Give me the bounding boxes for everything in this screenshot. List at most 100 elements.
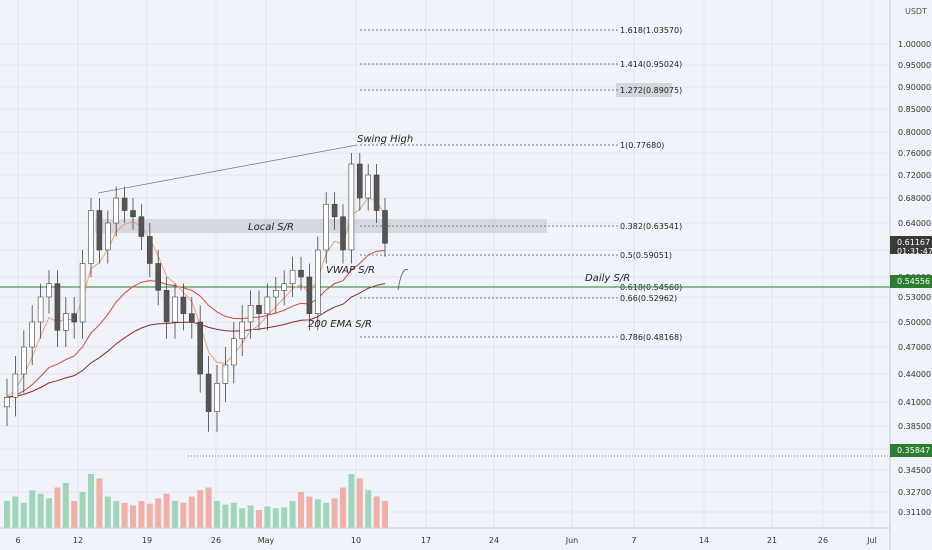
volume-bar [4, 501, 10, 528]
volume-bar [71, 501, 78, 528]
grid-lines [0, 0, 890, 528]
volume-bar [12, 496, 19, 528]
volume-bar [96, 478, 103, 528]
volume-bar [382, 501, 388, 528]
moving-average-line [6, 250, 386, 398]
volume-bars [4, 474, 388, 528]
candle-body [62, 313, 69, 331]
time-tick-label: 21 [767, 536, 777, 545]
volume-bar [138, 501, 145, 528]
volume-bar [20, 502, 27, 528]
candle-body [214, 383, 220, 412]
time-tick-label: Jul [866, 536, 877, 545]
candle-body [365, 174, 372, 199]
fib-level-label: 0.5(0.59051) [620, 251, 672, 260]
price-tick-label: 0.90000 [898, 83, 931, 92]
volume-bar [230, 502, 237, 528]
time-tick-label: May [258, 536, 275, 545]
candle-body [105, 222, 111, 251]
candle-body [88, 210, 94, 264]
volume-bar [37, 493, 44, 528]
volume-bar [264, 506, 271, 528]
time-tick-label: 26 [211, 536, 221, 545]
volume-bar [348, 474, 355, 528]
last-price-tag-text: 01:31:47 [897, 247, 932, 256]
volume-bar [88, 474, 94, 528]
volume-bar [373, 496, 380, 528]
time-tick-label: 17 [421, 536, 431, 545]
price-tick-label: 0.50000 [898, 318, 931, 327]
price-tick-label: 0.44000 [898, 370, 931, 379]
fib-level-label: 1.618(1.03570) [620, 26, 682, 35]
candle-body [37, 296, 44, 323]
volume-bar [214, 501, 220, 528]
volume-bar [247, 505, 254, 528]
moving-average-line [6, 283, 386, 398]
last-price-tag [890, 236, 932, 254]
fib-retracement[interactable]: 1.618(1.03570) 1.414(0.95024) 1.272(0.8907… [0, 26, 890, 457]
low-price-tag-text: 0.35847 [897, 446, 930, 455]
candle-body [46, 283, 52, 298]
volume-bar [314, 499, 321, 528]
annotation-label: Swing High [357, 134, 413, 145]
candle-body [113, 197, 119, 224]
candle-body [247, 305, 254, 323]
time-tick-label: 26 [818, 536, 828, 545]
time-tick-label: 19 [142, 536, 152, 545]
time-tick-label: 6 [15, 536, 20, 545]
candle-body [54, 283, 61, 331]
time-tick-label: 10 [351, 536, 361, 545]
moving-averages [6, 196, 386, 398]
candle-body [180, 296, 187, 314]
candle-body [323, 203, 330, 251]
candle-body [12, 373, 19, 398]
volume-bar [340, 487, 346, 528]
candle-body [256, 305, 262, 314]
candle-body [71, 313, 77, 323]
volume-bar [222, 504, 229, 528]
time-tick-label: Jun [565, 536, 579, 545]
price-tick-label: 0.31100 [898, 508, 931, 517]
volume-bar [281, 507, 288, 528]
annotation-label: 200 EMA S/R [308, 319, 372, 330]
price-tick-label: 0.76000 [898, 149, 931, 158]
volume-bar [298, 492, 304, 528]
time-tick-label: 7 [631, 536, 636, 545]
annotation-label: VWAP S/R [326, 265, 375, 276]
moving-average-line [6, 196, 386, 398]
projection-arrow [397, 269, 409, 291]
price-tick-label: 0.80000 [898, 128, 931, 137]
volume-bar [256, 510, 262, 528]
candle-body [314, 249, 321, 314]
candle-body [172, 296, 178, 323]
candle-body [155, 263, 161, 291]
volume-bar [29, 490, 36, 528]
trend-line [97, 144, 358, 194]
candle-body [79, 263, 86, 323]
volume-bar [365, 490, 372, 528]
price-tick-label: 0.38500 [898, 422, 931, 431]
volume-bar [356, 478, 363, 528]
volume-bar [180, 502, 187, 528]
candles [4, 153, 388, 432]
candle-body [264, 296, 271, 314]
price-tick-label: 0.47000 [898, 343, 931, 352]
fib-level-label: 0.382(0.63541) [620, 222, 682, 231]
candle-body [340, 216, 346, 251]
level-price-tag-text: 0.54556 [897, 277, 930, 286]
price-tick-label: 0.72000 [898, 171, 931, 180]
candle-body [239, 321, 245, 339]
price-tick-label: 1.00000 [898, 40, 931, 49]
fib-level-label: 1.414(0.95024) [620, 60, 682, 69]
volume-bar [113, 501, 120, 528]
volume-bar [121, 502, 128, 528]
volume-bar [197, 490, 204, 528]
candle-body [163, 290, 170, 323]
volume-bar [104, 496, 111, 528]
candle-body [306, 276, 313, 314]
fib-level-label: 1.272(0.89075) [620, 86, 682, 95]
candle-body [20, 346, 27, 375]
currency-label: USDT [905, 7, 927, 16]
